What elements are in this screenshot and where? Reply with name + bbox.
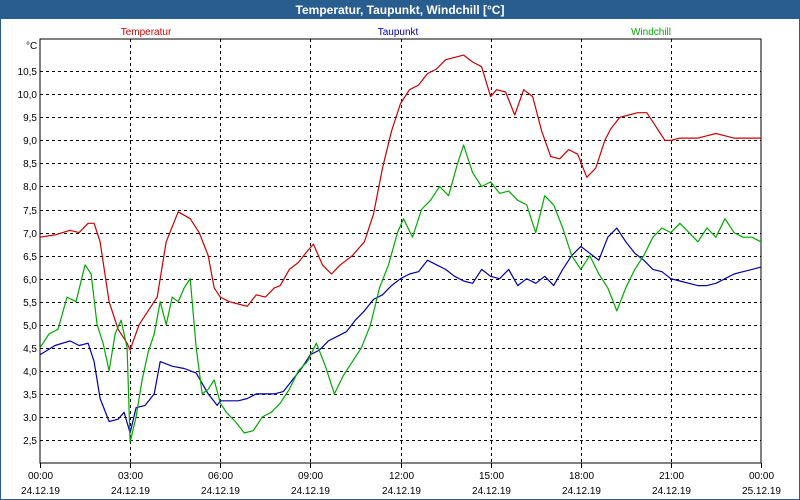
series-line-windchill (39, 144, 762, 443)
y-tick-label: 8,5 (23, 159, 37, 170)
series-line-temperatur (39, 54, 761, 351)
x-tick-date-label: 24.12.19 (652, 486, 691, 497)
legend-taupunkt: Taupunkt (378, 27, 419, 38)
x-tick-date-label: 24.12.19 (111, 486, 150, 497)
x-tick-date-label: 24.12.19 (472, 486, 511, 497)
y-tick-label: 5,0 (23, 321, 37, 332)
x-tick-time-label: 00:00 (28, 471, 53, 482)
x-tick-time-label: 18:00 (569, 471, 594, 482)
y-tick-label: 7,5 (23, 206, 37, 217)
x-tick-date-label: 24.12.19 (291, 486, 330, 497)
x-tick-date-label: 24.12.19 (21, 486, 60, 497)
x-tick-time-label: 03:00 (118, 471, 143, 482)
x-tick-date-label: 24.12.19 (201, 486, 240, 497)
y-tick-label: 9,0 (23, 136, 37, 147)
y-tick-label: 3,5 (23, 390, 37, 401)
y-tick-label: 10,0 (18, 90, 38, 101)
x-tick-time-label: 12:00 (389, 471, 414, 482)
legend-windchill: Windchill (631, 27, 671, 38)
x-tick-time-label: 09:00 (298, 471, 323, 482)
y-tick-label: 10,5 (18, 67, 38, 78)
x-tick-time-label: 06:00 (208, 471, 233, 482)
y-tick-label: 9,5 (23, 113, 37, 124)
x-tick-date-label: 24.12.19 (562, 486, 601, 497)
y-tick-label: 8,0 (23, 182, 37, 193)
y-tick-label: 3,0 (23, 413, 37, 424)
y-tick-label: 7,0 (23, 229, 37, 240)
x-tick-date-label: 25.12.19 (742, 486, 781, 497)
y-tick-label: 4,0 (23, 367, 37, 378)
y-tick-label: 5,5 (23, 298, 37, 309)
x-tick-time-label: 21:00 (659, 471, 684, 482)
y-tick-label: 2,5 (23, 436, 37, 447)
y-tick-label: 4,5 (23, 344, 37, 355)
x-tick-time-label: 15:00 (479, 471, 504, 482)
series-line-taupunkt (39, 227, 762, 434)
x-tick-time-label: 00:00 (749, 471, 774, 482)
y-axis-unit: °C (26, 41, 37, 52)
y-tick-label: 6,5 (23, 252, 37, 263)
legend-temperatur: Temperatur (121, 27, 172, 38)
x-tick-date-label: 24.12.19 (382, 486, 421, 497)
chart-title: Temperatur, Taupunkt, Windchill [°C] (1, 1, 799, 19)
plot-area (39, 38, 762, 464)
y-tick-label: 6,0 (23, 275, 37, 286)
